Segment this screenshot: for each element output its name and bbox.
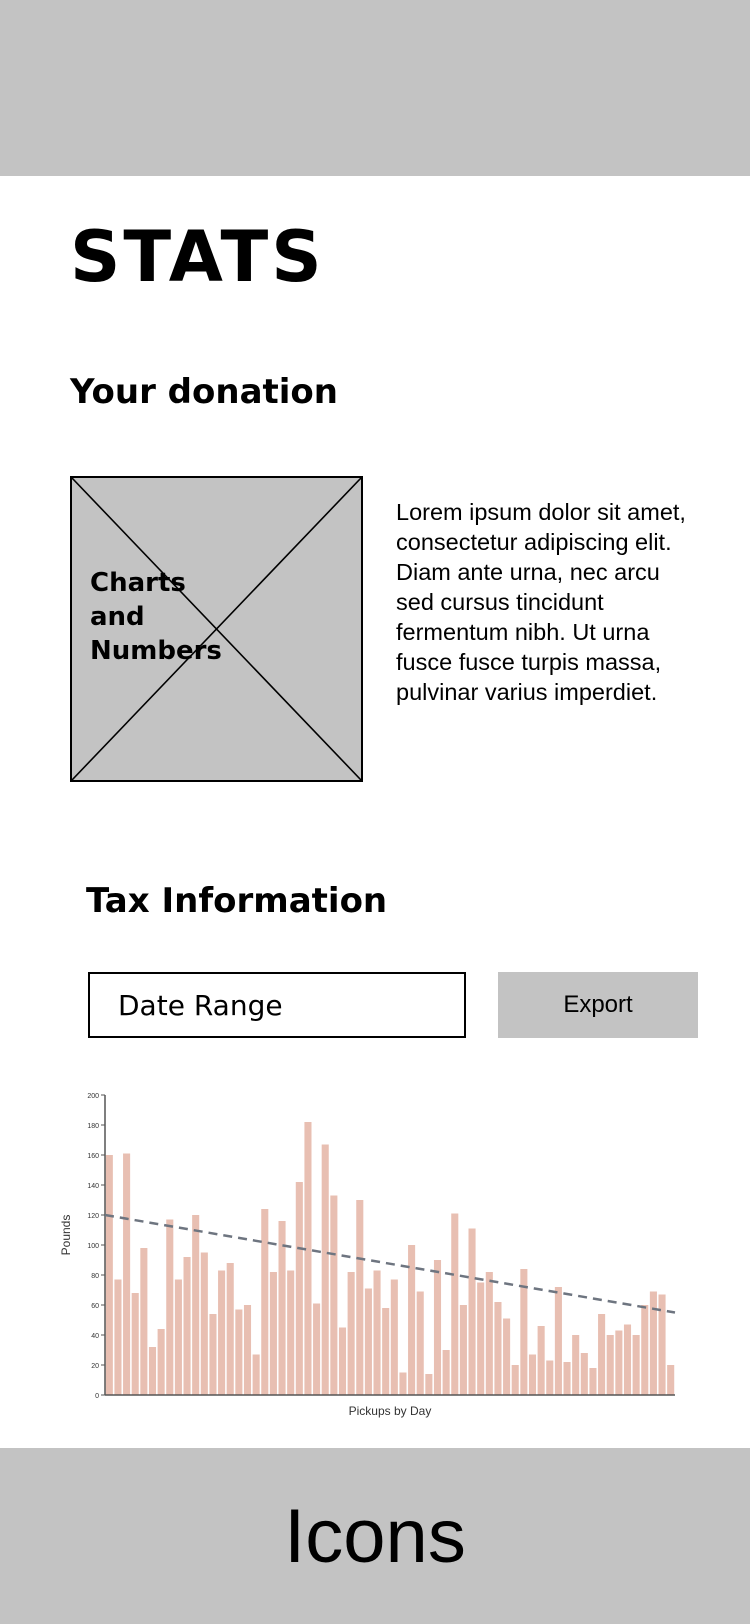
chart-y-tick-label: 80 [91,1273,99,1280]
chart-bar [667,1365,675,1395]
chart-bar [546,1360,554,1395]
placeholder-label: Charts and Numbers [90,568,222,666]
icons-placeholder-label: Icons [284,1493,466,1579]
export-button[interactable]: Export [498,972,698,1038]
chart-bar [226,1263,234,1395]
chart-bar [356,1200,364,1395]
chart-bar [589,1368,597,1395]
chart-bar [494,1302,502,1395]
chart-bar [485,1272,493,1395]
chart-bar [148,1347,157,1395]
chart-y-tick-label: 20 [91,1363,99,1370]
chart-bar [278,1221,286,1395]
chart-bar [408,1245,416,1395]
chart-bar [330,1195,338,1395]
chart-bar [209,1314,217,1395]
chart-bar [192,1215,200,1395]
chart-bar [399,1372,407,1395]
placeholder-cross-icon [72,478,361,780]
chart-y-tick-label: 40 [91,1333,99,1340]
date-range-input[interactable]: Date Range [88,972,466,1038]
chart-bar [520,1269,528,1395]
chart-bar [442,1350,450,1395]
chart-bar [528,1354,537,1395]
chart-bar [641,1305,649,1395]
chart-bar [632,1335,640,1395]
chart-bar [649,1291,657,1395]
chart-bar [390,1279,398,1395]
chart-bar [347,1272,355,1395]
chart-bar [468,1228,476,1395]
chart-bar [451,1213,459,1395]
chart-bar [313,1303,321,1395]
donation-section-title: Your donation [70,372,338,412]
chart-y-axis-label: Pounds [59,1215,73,1256]
chart-y-tick-label: 180 [87,1123,99,1130]
chart-bar [252,1354,260,1395]
page-title: STATS [70,216,325,298]
chart-bar [304,1122,312,1395]
chart-bar [243,1305,252,1395]
chart-bar [511,1365,519,1395]
chart-bar [269,1272,277,1395]
chart-y-tick-label: 120 [87,1213,99,1220]
chart-bar [261,1209,269,1395]
bottom-icons-bar: Icons [0,1448,750,1624]
chart-bar [235,1309,243,1395]
chart-bar [606,1335,614,1395]
chart-y-tick-label: 0 [95,1393,99,1400]
chart-bar [123,1153,131,1395]
chart-bar [554,1287,562,1395]
pickups-bar-chart: 0 20 40 60 80 100 120 140 160 180 200 Pickups by Da… [59,1093,676,1418]
chart-y-tick-label: 160 [87,1153,99,1160]
chart-bar [140,1248,148,1395]
chart-bar [338,1327,347,1395]
chart-bar [157,1329,165,1395]
chart-bar [658,1294,666,1395]
chart-bar [537,1326,545,1395]
chart-bar [459,1305,467,1395]
chart-bar [598,1314,606,1395]
chart-bar [218,1270,226,1395]
chart-y-tick-label: 140 [87,1183,99,1190]
chart-bar [183,1257,191,1395]
chart-y-tick-label: 100 [87,1243,99,1250]
chart-bar [200,1252,208,1395]
donation-description: Lorem ipsum dolor sit amet, consectetur … [396,499,686,705]
chart-bar [295,1182,303,1395]
chart-bar [580,1353,588,1395]
tax-section-title: Tax Information [86,881,388,921]
chart-bar [287,1270,295,1395]
chart-bar [572,1335,580,1395]
chart-bar [416,1291,424,1395]
chart-x-axis-label: Pickups by Day [349,1404,432,1418]
chart-bar [321,1144,329,1395]
chart-y-tick-label: 60 [91,1303,99,1310]
charts-placeholder-image: Charts and Numbers [70,476,363,782]
chart-bar [382,1308,390,1395]
chart-bar [425,1374,433,1395]
chart-bar [373,1270,381,1395]
chart-bar [615,1330,623,1395]
chart-bar [503,1318,511,1395]
chart-bar [563,1362,571,1395]
chart-bar [477,1282,485,1395]
chart-bar [131,1293,139,1395]
chart-bar [105,1155,113,1395]
chart-bar [166,1219,174,1395]
chart-bar [364,1288,372,1395]
chart-bar [433,1260,442,1395]
chart-y-tick-label: 200 [87,1093,99,1100]
chart-bar [114,1279,122,1395]
chart-bar [623,1324,632,1395]
chart-trend-line [104,1213,676,1314]
top-bar [0,0,750,176]
chart-bar [174,1279,182,1395]
